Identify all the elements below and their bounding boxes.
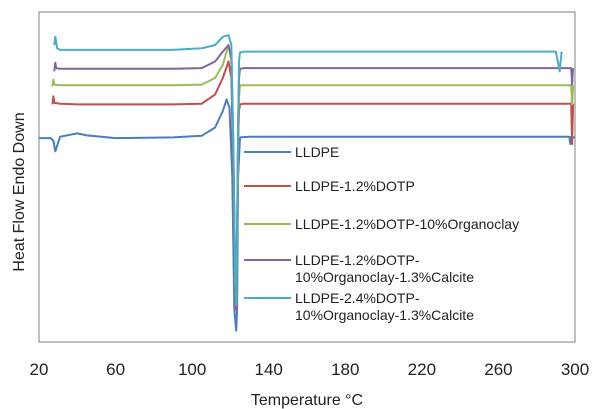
x-tick-label: 300 — [561, 360, 589, 379]
legend: LLDPE LLDPE-1.2%DOTP LLDPE-1.2%DOTP-10%Org… — [244, 144, 519, 323]
series-line-1 — [39, 98, 575, 332]
series-line-5 — [53, 34, 563, 306]
legend-label-5: LLDPE-2.4%DOTP-10%Organoclay-1.3%Calcite — [295, 290, 474, 323]
legend-label-4: LLDPE-1.2%DOTP-10%Organoclay-1.3%Calcite — [295, 252, 474, 285]
x-axis-title: Temperature °C — [251, 392, 363, 409]
x-tick-label: 140 — [255, 360, 283, 379]
x-tick-label: 180 — [331, 360, 359, 379]
x-tick-labels: 20 60 100 140 180 220 260 300 — [30, 360, 590, 379]
y-axis-title: Heat Flow Endo Down — [11, 112, 28, 271]
legend-label-2: LLDPE-1.2%DOTP — [295, 178, 415, 194]
series-layer — [39, 34, 575, 332]
x-tick-label: 220 — [408, 360, 436, 379]
x-tick-label: 20 — [30, 360, 49, 379]
x-tick-label: 100 — [178, 360, 206, 379]
legend-label-3: LLDPE-1.2%DOTP-10%Organoclay — [295, 216, 519, 232]
legend-label-1: LLDPE — [295, 144, 339, 160]
x-tick-label: 260 — [484, 360, 512, 379]
x-tick-label: 60 — [106, 360, 125, 379]
plot-area — [38, 11, 576, 343]
